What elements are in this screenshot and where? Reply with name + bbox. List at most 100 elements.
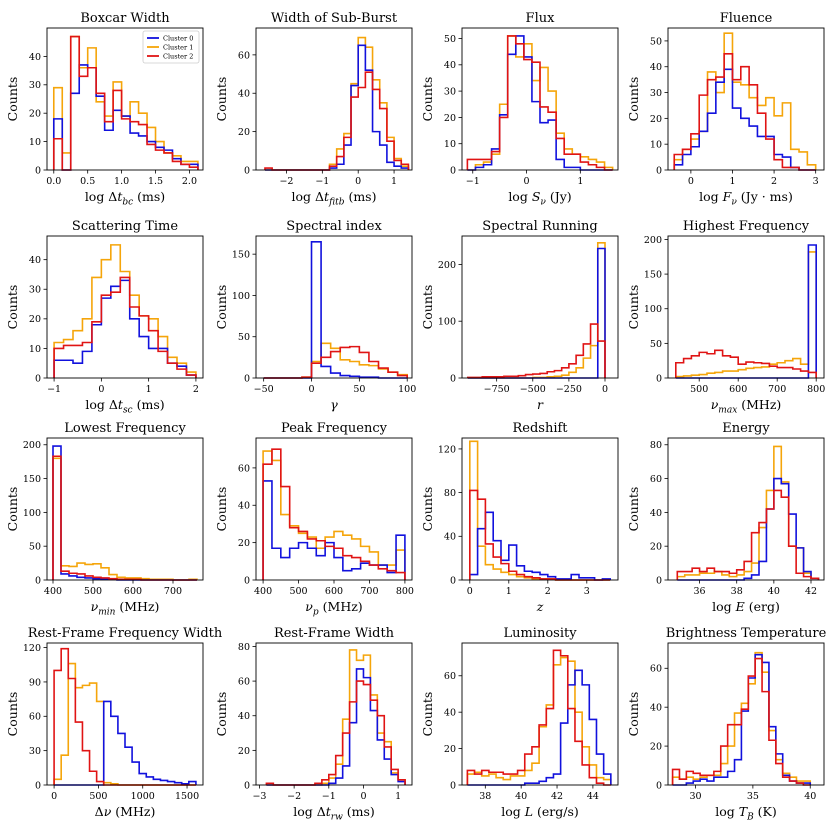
x-axis-label: log Δtrw (ms) [293,804,375,823]
axes-frame [255,235,413,379]
axes-frame [667,27,825,171]
x-tick-label: 50 [353,384,365,395]
x-tick-label: 800 [396,586,414,597]
x-tick-label: −2 [279,176,293,187]
series-line-cluster-0 [52,64,199,171]
chart-title: Lowest Frequency [64,421,186,436]
y-tick-label: 100 [644,304,662,315]
y-tick-label: 10 [650,140,662,151]
y-tick-label: 150 [23,474,41,485]
x-tick-label: −1 [466,176,480,187]
series-line-cluster-0 [467,35,613,171]
x-tick-label: 700 [768,384,786,395]
axes-frame [46,27,204,171]
series-line-cluster-2 [671,657,811,786]
x-axis-label: r [537,397,544,412]
series-line-cluster-2 [466,35,613,171]
x-tick-label: −250 [556,384,582,395]
series-line-cluster-2 [676,489,820,580]
series-line-cluster-2 [466,649,611,786]
x-axis-label: log E (erg) [712,599,780,614]
x-tick-label: 0 [51,791,57,802]
x-tick-label: 700 [360,586,378,597]
x-tick-label: 36 [694,586,706,597]
x-tick-label: 1.0 [114,176,129,187]
y-axis-label: Counts [5,77,20,122]
x-axis-label: log Δtfitb (ms) [292,189,377,208]
y-axis-label: Counts [626,285,641,330]
y-tick-label: 20 [238,538,250,549]
y-tick-label: 0 [450,165,456,176]
x-tick-label: 2 [193,384,199,395]
y-axis-label: Counts [214,692,229,737]
y-tick-label: 30 [29,746,41,757]
x-tick-label: −1 [47,384,61,395]
axes-frame [461,235,619,379]
series-line-cluster-2 [52,455,197,581]
y-tick-label: 90 [29,677,41,688]
x-tick-label: 2.0 [182,176,197,187]
x-tick-label: 800 [807,384,825,395]
series-line-cluster-2 [53,276,197,378]
chart-panel-15: 30 35 40 0 20 40 60 Brightness Temperature Count… [626,626,827,823]
y-tick-label: 40 [238,501,250,512]
y-tick-label: 20 [238,746,250,757]
y-tick-label: 60 [29,712,41,723]
y-tick-label: 0 [244,575,250,586]
y-tick-label: 60 [238,463,250,474]
legend-entry: Cluster 2 [163,52,193,60]
x-axis-label: νmin (MHz) [91,599,160,618]
y-axis-label: Counts [420,285,435,330]
x-axis-label: νmax (MHz) [711,397,782,416]
y-tick-label: 0 [656,780,662,791]
series-line-cluster-0 [52,445,197,581]
x-tick-label: 30 [689,791,701,802]
axes-frame [667,437,825,581]
series-line-cluster-2 [265,680,406,786]
x-tick-label: −3 [252,791,266,802]
axes-frame [461,27,619,171]
series-line-cluster-1 [675,251,817,378]
y-tick-label: 40 [29,52,41,63]
y-tick-label: 0 [35,575,41,586]
y-tick-label: 200 [438,260,456,271]
x-tick-label: 1500 [175,791,199,802]
y-axis-label: Counts [214,487,229,532]
y-tick-label: 100 [232,291,250,302]
x-tick-label: 1 [146,384,152,395]
chart-title: Spectral index [286,219,382,234]
x-tick-label: −1 [315,176,329,187]
y-tick-label: 0 [450,575,456,586]
y-tick-label: 20 [29,109,41,120]
y-tick-label: 120 [438,444,456,455]
x-tick-label: 44 [587,791,599,802]
x-axis-label: log Fν (Jy · ms) [699,189,793,208]
x-tick-label: 38 [731,586,743,597]
x-tick-label: 40 [804,791,816,802]
x-tick-label: 1 [391,176,397,187]
series-line-cluster-2 [469,489,611,581]
chart-panel-7: 500 600 700 800 0 50 100 150 200 Highest Frequenc… [626,219,825,416]
y-tick-label: 0 [35,165,41,176]
axes-frame [46,437,204,581]
x-tick-label: 0 [688,176,694,187]
axes-frame [461,437,619,581]
series-line-cluster-1 [467,242,606,379]
y-axis-label: Counts [626,692,641,737]
x-tick-label: 0 [524,176,530,187]
series-line-cluster-1 [52,457,198,581]
series-line-cluster-2 [466,323,606,379]
chart-panel-6: −750 −500 −250 0 0 100 200 Spectral Running Coun… [420,219,619,412]
y-axis-label: Counts [420,77,435,122]
x-tick-label: 40 [515,791,527,802]
x-tick-label: 2 [771,176,777,187]
x-tick-label: 1 [506,586,512,597]
y-tick-label: 50 [444,34,456,45]
y-tick-label: 40 [238,711,250,722]
y-tick-label: 30 [29,80,41,91]
